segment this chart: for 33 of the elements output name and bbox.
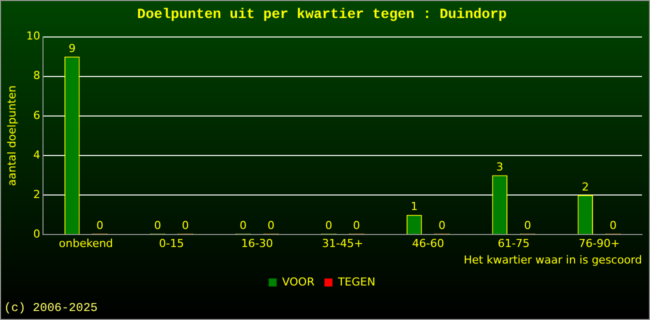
y-tick-label: 2 xyxy=(33,188,40,201)
data-label: 0 xyxy=(353,218,360,232)
data-label: 0 xyxy=(240,218,247,232)
data-label: 0 xyxy=(154,218,162,232)
data-label: 2 xyxy=(582,180,589,194)
y-tick-label: 8 xyxy=(33,69,40,82)
x-axis-title: Het kwartier waar in is gescoord xyxy=(464,253,642,266)
data-label: 0 xyxy=(610,218,617,232)
data-label: 0 xyxy=(325,218,332,232)
data-label: 0 xyxy=(96,218,104,232)
legend-label: VOOR xyxy=(282,275,315,288)
text: (c) 2006-2025 xyxy=(4,301,98,316)
y-tick-label: 10 xyxy=(26,30,40,43)
x-tick-label: 61-75 xyxy=(498,237,530,250)
x-tick-label: 31-45+ xyxy=(322,237,364,250)
data-label: 9 xyxy=(68,42,76,55)
y-axis-title: aantal doelpunten xyxy=(5,85,18,186)
x-tick-label: 0-15 xyxy=(159,237,184,250)
data-label: 0 xyxy=(524,218,532,232)
x-tick-label: 16-30 xyxy=(241,237,274,250)
y-tick-label: 0 xyxy=(33,227,40,240)
data-label: 0 xyxy=(267,218,274,232)
x-tick-label: 76-90+ xyxy=(578,237,620,250)
data-label: 0 xyxy=(182,218,189,232)
x-tick-label: onbekend xyxy=(58,237,114,250)
data-label: 1 xyxy=(410,200,418,214)
legend-label: TEGEN xyxy=(336,275,376,288)
chart-title: Doelpunten uit per kwartier tegen : Duindorp xyxy=(137,6,507,23)
x-tick-label: 46-60 xyxy=(412,237,444,250)
y-tick-label: 4 xyxy=(33,148,40,162)
data-label: 0 xyxy=(438,218,446,232)
data-label: 3 xyxy=(496,160,504,174)
y-tick-label: 6 xyxy=(33,108,40,122)
